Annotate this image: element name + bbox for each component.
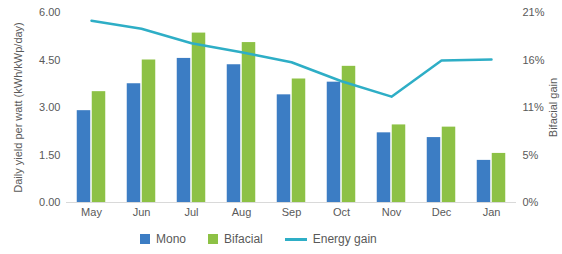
svg-text:Dec: Dec xyxy=(432,206,452,218)
svg-text:Aug: Aug xyxy=(232,206,252,218)
svg-text:Jan: Jan xyxy=(483,206,501,218)
html-text:Energy gain: Energy gain xyxy=(312,232,377,246)
svg-text:16%: 16% xyxy=(523,54,545,66)
svg-text:0.00: 0.00 xyxy=(39,196,60,208)
html-text:Mono: Mono xyxy=(156,232,186,246)
svg-text:Jul: Jul xyxy=(184,206,198,218)
svg-text:Sep: Sep xyxy=(282,206,302,218)
html-text:Bifacial: Bifacial xyxy=(224,232,263,246)
svg-text:Jun: Jun xyxy=(133,206,151,218)
svg-text:Oct: Oct xyxy=(333,206,350,218)
svg-text:4.50: 4.50 xyxy=(39,54,60,66)
svg-text:May: May xyxy=(81,206,102,218)
svg-text:Nov: Nov xyxy=(382,206,402,218)
svg-text:0%: 0% xyxy=(523,196,539,208)
svg-text:5%: 5% xyxy=(523,149,539,161)
svg-text:21%: 21% xyxy=(523,6,545,18)
svg-text:Bifacial gain: Bifacial gain xyxy=(547,78,559,137)
svg-text:Daily yield per watt (kWh/kWp/: Daily yield per watt (kWh/kWp/day) xyxy=(12,22,24,193)
svg-text:1.50: 1.50 xyxy=(39,149,60,161)
svg-text:11%: 11% xyxy=(523,101,544,113)
svg-text:3.00: 3.00 xyxy=(39,101,60,113)
svg-text:6.00: 6.00 xyxy=(39,6,60,18)
